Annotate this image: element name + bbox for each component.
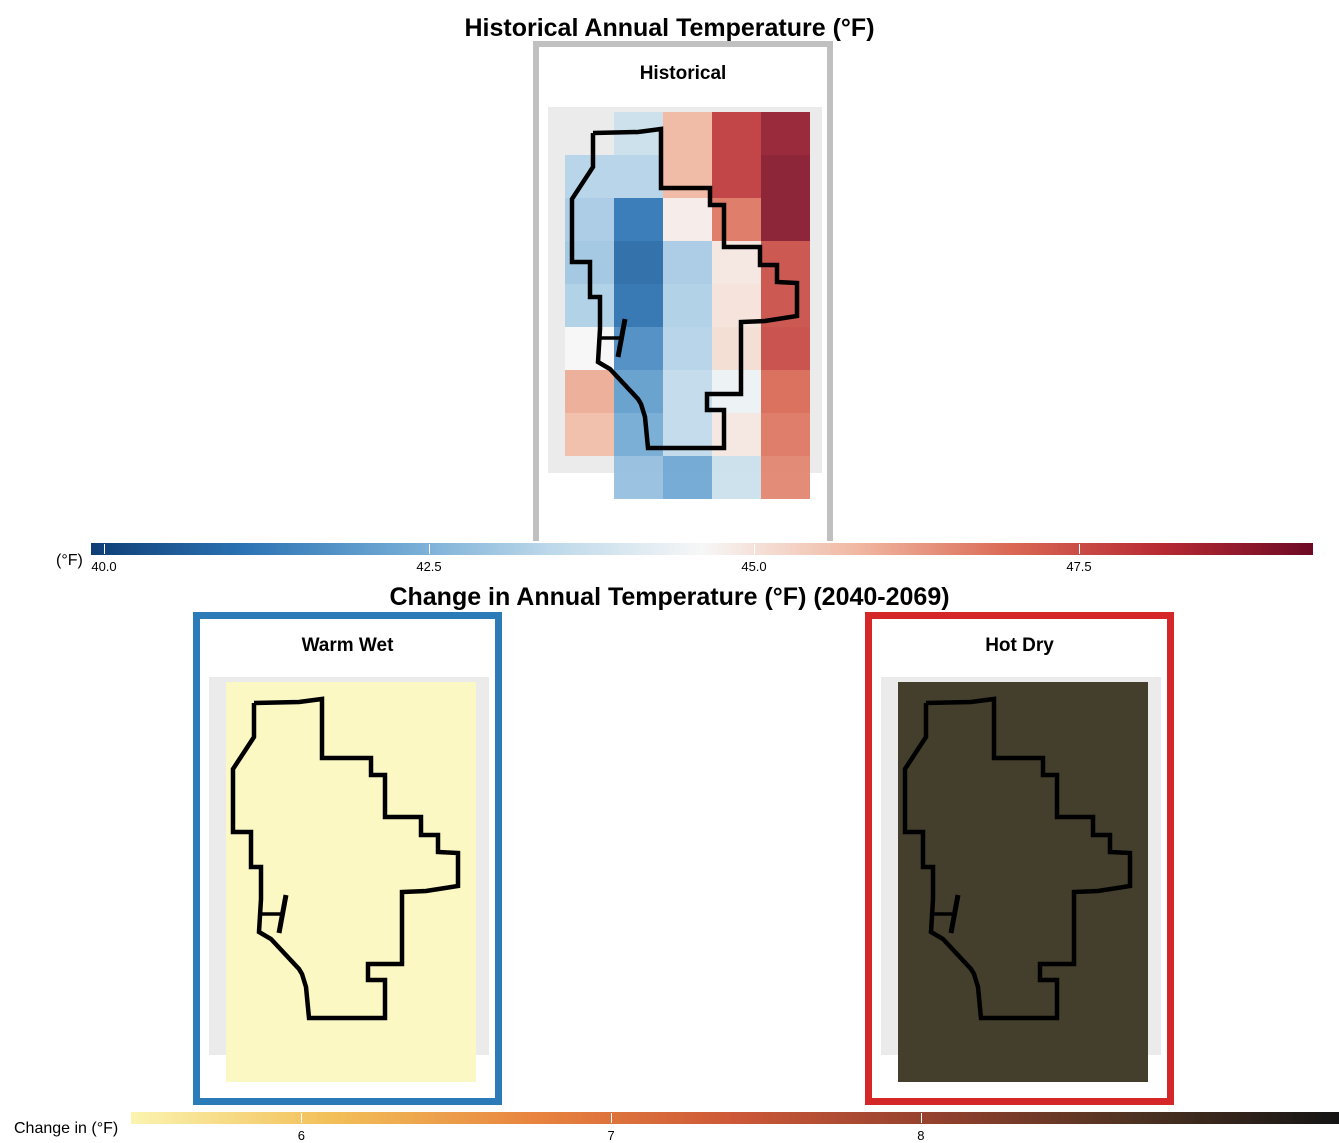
boundary-spur bbox=[615, 318, 628, 358]
hot-dry-panel-label: Hot Dry bbox=[985, 635, 1054, 656]
colorbar-tick bbox=[429, 544, 430, 554]
colorbar-tick bbox=[104, 544, 105, 554]
temperature-grid-cell bbox=[614, 456, 663, 499]
temperature-grid-cell bbox=[614, 198, 663, 241]
warm-wet-map bbox=[209, 677, 489, 1087]
boundary-spur bbox=[276, 894, 289, 934]
historical-map bbox=[548, 107, 822, 503]
temperature-grid-cell bbox=[663, 155, 712, 198]
temperature-grid-cell bbox=[663, 112, 712, 155]
warm-wet-panel-frame: Warm Wet bbox=[193, 612, 502, 1105]
temperature-grid-cell bbox=[761, 241, 810, 284]
temperature-grid-cell bbox=[761, 198, 810, 241]
temperature-grid-cell bbox=[663, 370, 712, 413]
boundary-spur bbox=[948, 894, 961, 934]
change-colorbar-label: Change in (°F) bbox=[14, 1120, 119, 1137]
warm-wet-map-canvas bbox=[209, 677, 489, 1082]
park-boundary-outline bbox=[230, 696, 461, 1021]
warm-wet-panel-label: Warm Wet bbox=[301, 635, 394, 656]
colorbar-tick bbox=[611, 1113, 613, 1123]
hot-dry-panel-frame: Hot Dry bbox=[865, 612, 1174, 1105]
temperature-grid-cell bbox=[663, 284, 712, 327]
temperature-grid-cell bbox=[712, 155, 761, 198]
colorbar-tick-label: 8 bbox=[917, 1128, 925, 1143]
temperature-grid-cell bbox=[761, 370, 810, 413]
temperature-grid-cell bbox=[761, 456, 810, 499]
hot-dry-map bbox=[881, 677, 1161, 1087]
temperature-grid-cell bbox=[761, 112, 810, 155]
temperature-grid-cell bbox=[712, 327, 761, 370]
historical-colorbar bbox=[91, 543, 1313, 555]
temperature-grid-cell bbox=[565, 370, 614, 413]
temperature-grid-cell bbox=[663, 241, 712, 284]
colorbar-tick bbox=[920, 1113, 922, 1123]
temperature-grid-cell bbox=[663, 198, 712, 241]
temperature-grid-cell bbox=[761, 413, 810, 456]
warm-wet-change-fill bbox=[226, 682, 476, 1082]
colorbar-tick bbox=[301, 1113, 303, 1123]
colorbar-tick-label: 40.0 bbox=[91, 559, 117, 574]
park-boundary-outline bbox=[902, 696, 1133, 1021]
historical-map-canvas bbox=[548, 107, 822, 499]
historical-panel-frame: Historical bbox=[533, 41, 833, 541]
colorbar-tick-label: 6 bbox=[297, 1128, 305, 1143]
colorbar-tick bbox=[1079, 544, 1080, 554]
historical-title: Historical Annual Temperature (°F) bbox=[464, 14, 875, 42]
change-title: Change in Annual Temperature (°F) (2040-… bbox=[389, 583, 950, 611]
historical-colorbar-label: (°F) bbox=[56, 552, 83, 569]
temperature-grid-cell bbox=[761, 327, 810, 370]
colorbar-tick-label: 45.0 bbox=[741, 559, 767, 574]
temperature-grid-cell bbox=[663, 327, 712, 370]
colorbar-tick-label: 7 bbox=[607, 1128, 615, 1143]
colorbar-tick bbox=[754, 544, 755, 554]
temperature-grid-cell bbox=[565, 327, 614, 370]
colorbar-tick-label: 42.5 bbox=[416, 559, 442, 574]
colorbar-tick-label: 47.5 bbox=[1066, 559, 1092, 574]
temperature-grid-cell bbox=[565, 155, 614, 198]
temperature-grid-cell bbox=[761, 155, 810, 198]
temperature-grid-cell bbox=[712, 456, 761, 499]
temperature-grid-cell bbox=[565, 413, 614, 456]
change-colorbar bbox=[131, 1112, 1339, 1124]
hot-dry-change-fill bbox=[898, 682, 1148, 1082]
park-boundary-outline bbox=[569, 126, 800, 451]
temperature-grid-cell bbox=[614, 155, 663, 198]
temperature-grid-cell bbox=[712, 112, 761, 155]
hot-dry-map-canvas bbox=[881, 677, 1161, 1082]
temperature-grid-cell bbox=[614, 284, 663, 327]
temperature-grid-cell bbox=[712, 370, 761, 413]
temperature-grid-cell bbox=[663, 456, 712, 499]
historical-panel-label: Historical bbox=[639, 63, 727, 84]
temperature-grid-cell bbox=[614, 370, 663, 413]
temperature-grid-cell bbox=[614, 241, 663, 284]
